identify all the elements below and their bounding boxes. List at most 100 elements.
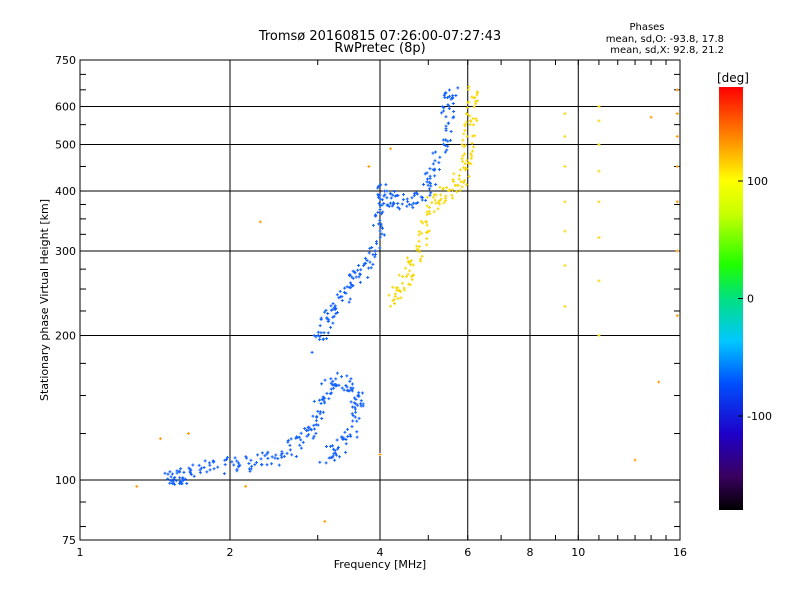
echo-point <box>443 143 447 147</box>
echo-point <box>186 432 190 436</box>
echo-point <box>321 410 325 414</box>
echo-point <box>392 190 396 194</box>
echo-point <box>675 314 679 318</box>
echo-point <box>399 290 403 294</box>
echo-point <box>377 222 381 226</box>
echo-point <box>173 475 177 479</box>
echo-point <box>203 459 207 463</box>
echo-point <box>405 256 409 260</box>
echo-point <box>274 453 278 457</box>
echo-point <box>202 465 206 469</box>
echo-point <box>346 427 350 431</box>
echo-point <box>344 384 348 388</box>
echo-point <box>349 386 353 390</box>
echo-point <box>336 447 340 451</box>
echo-point <box>472 96 476 100</box>
echo-point <box>340 298 344 302</box>
echo-point <box>178 480 182 484</box>
echo-point <box>322 331 326 335</box>
echo-point <box>414 201 418 205</box>
echo-point <box>183 477 187 481</box>
echo-point <box>420 198 424 202</box>
echo-point <box>392 301 396 305</box>
echo-point <box>466 88 470 92</box>
echo-point <box>597 105 601 109</box>
echo-point <box>436 200 440 204</box>
echo-point <box>385 189 389 193</box>
echo-point <box>260 463 264 467</box>
colorbar-tick-label: 0 <box>747 293 754 306</box>
echo-point <box>255 461 259 465</box>
echo-point <box>288 443 292 447</box>
echo-point <box>420 231 424 235</box>
echo-point <box>295 435 299 439</box>
echo-point <box>416 201 420 205</box>
echo-point <box>429 181 433 185</box>
echo-point <box>290 453 294 457</box>
echo-point <box>333 306 337 310</box>
echo-point <box>367 164 371 168</box>
echo-point <box>182 470 186 474</box>
echo-point <box>452 109 456 113</box>
echo-point <box>178 476 182 480</box>
echo-point <box>463 143 467 147</box>
echo-point <box>314 431 318 435</box>
echo-point <box>391 285 395 289</box>
echo-point <box>212 467 216 471</box>
echo-point <box>378 207 382 211</box>
echo-point <box>357 394 361 398</box>
echo-point <box>358 272 362 276</box>
echo-point <box>472 105 476 109</box>
echo-point <box>437 168 441 172</box>
echo-point <box>438 155 442 159</box>
echo-point <box>348 281 352 285</box>
echo-point <box>340 295 344 299</box>
echo-point <box>406 259 410 263</box>
phase-stats-x: mean, sd,X: 92.8, 21.2 <box>610 45 724 56</box>
echo-point <box>260 451 264 455</box>
echo-point <box>311 414 315 418</box>
echo-point <box>205 470 209 474</box>
echo-point <box>407 282 411 286</box>
echo-point <box>452 179 456 183</box>
echo-point <box>467 174 471 178</box>
echo-point <box>440 111 444 115</box>
echo-point <box>462 152 466 156</box>
echo-point <box>349 377 353 381</box>
echo-point <box>328 444 332 448</box>
echo-point <box>318 460 322 464</box>
echo-point <box>376 210 380 214</box>
echo-point <box>320 417 324 421</box>
echo-point <box>322 337 326 341</box>
echo-point <box>462 145 466 149</box>
echo-point <box>380 198 384 202</box>
echo-point <box>343 430 347 434</box>
echo-point <box>454 93 458 97</box>
echo-point <box>305 434 309 438</box>
echo-point <box>451 95 455 99</box>
echo-point <box>425 237 429 241</box>
echo-point <box>265 452 269 456</box>
echo-point <box>320 382 324 386</box>
y-tick-label: 500 <box>55 139 76 152</box>
echo-point <box>282 454 286 458</box>
echo-point <box>434 193 438 197</box>
echo-point <box>597 236 601 240</box>
echo-point <box>279 453 283 457</box>
echo-point <box>463 162 467 166</box>
echo-point <box>425 223 429 227</box>
echo-point <box>280 455 284 459</box>
echo-point <box>472 123 476 127</box>
chart-subtitle: RwPretec (8p) <box>334 41 425 56</box>
echo-point <box>427 229 431 233</box>
echo-point <box>248 469 252 473</box>
y-tick-label: 400 <box>55 185 76 198</box>
echo-point <box>170 481 174 485</box>
echo-point <box>170 472 174 476</box>
echo-point <box>436 207 440 211</box>
echo-point <box>428 174 432 178</box>
echo-point <box>303 426 307 430</box>
echo-point <box>354 410 358 414</box>
echo-point <box>350 284 354 288</box>
echo-point <box>337 296 341 300</box>
